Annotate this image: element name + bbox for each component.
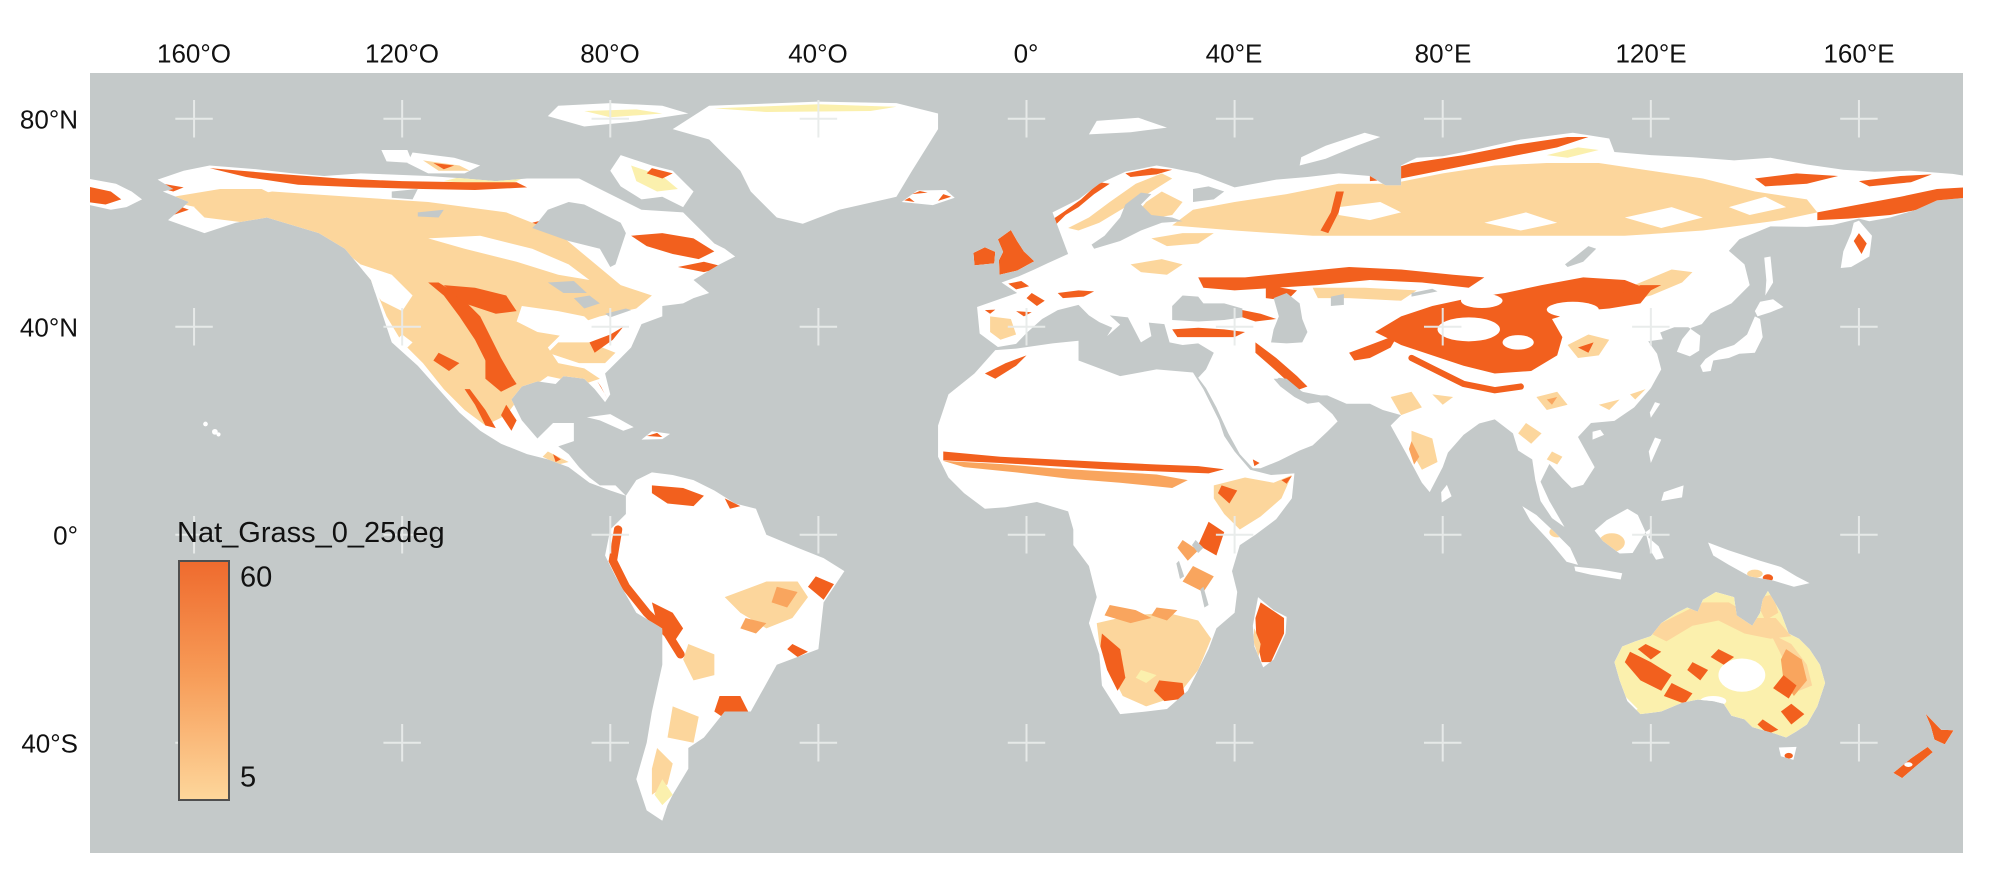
legend: Nat_Grass_0_25deg 60 5 xyxy=(177,517,445,801)
land-layer xyxy=(90,101,1963,821)
axis-label-lon-0: 0° xyxy=(1013,38,1039,69)
data-layer xyxy=(90,104,1963,806)
legend-max-label: 60 xyxy=(240,561,273,594)
axis-label-lon-160w: 160°O xyxy=(156,38,232,69)
axis-label-lon-40e: 40°E xyxy=(1205,38,1263,69)
axis-label-lat-40s: 40°S xyxy=(21,728,78,759)
axis-label-lon-80e: 80°E xyxy=(1414,38,1472,69)
axis-label-lat-0: 0° xyxy=(53,520,78,551)
axis-label-lon-160e: 160°E xyxy=(1823,38,1895,69)
legend-min-label: 5 xyxy=(240,761,257,794)
axis-label-lat-40n: 40°N xyxy=(19,312,78,343)
axis-label-lon-80w: 80°O xyxy=(580,38,640,69)
axis-label-lon-40w: 40°O xyxy=(788,38,848,69)
axis-label-lon-120w: 120°O xyxy=(364,38,440,69)
lakes-layer xyxy=(391,186,1597,608)
legend-title: Nat_Grass_0_25deg xyxy=(177,517,445,549)
world-map-svg xyxy=(90,73,1963,821)
legend-colorbar xyxy=(178,560,230,801)
axis-label-lat-80n: 80°N xyxy=(19,104,78,135)
axis-label-lon-120e: 120°E xyxy=(1615,38,1687,69)
map-panel xyxy=(90,73,1963,853)
